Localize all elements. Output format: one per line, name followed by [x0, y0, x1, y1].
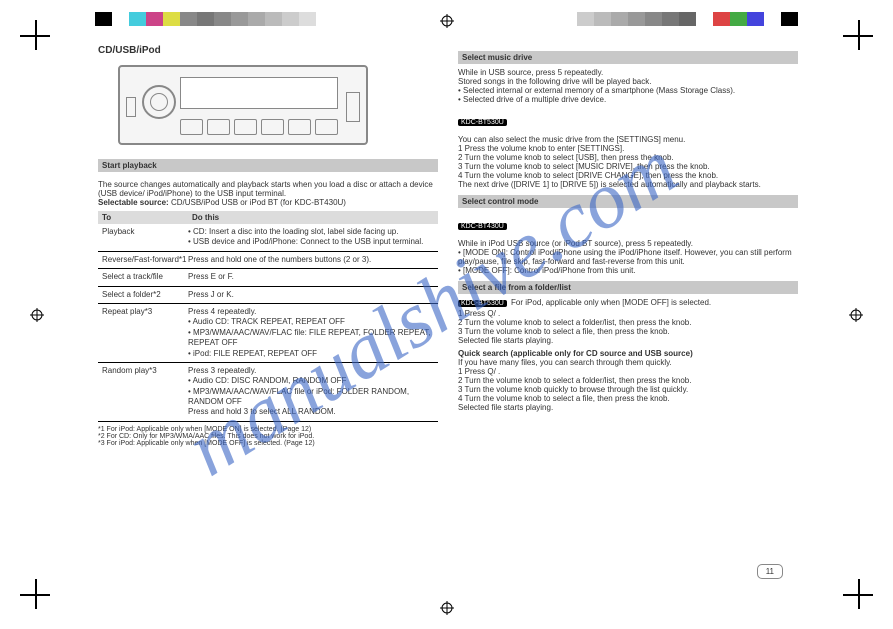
table-row: Select a folder*2Press J or K.: [98, 287, 438, 304]
select-file-header: Select a file from a folder/list: [458, 281, 798, 294]
crop-mark-tr: [843, 20, 873, 50]
table-row: Repeat play*3Press 4 repeatedly. • Audio…: [98, 304, 438, 363]
table-row: Random play*3Press 3 repeatedly. • Audio…: [98, 363, 438, 422]
left-column: CD/USB/iPod Start playback The source ch…: [98, 45, 438, 590]
model-badge: KDC-BT530U: [458, 300, 507, 307]
model-badge: KDC-BT530U: [458, 119, 507, 126]
table-row: Select a track/filePress E or F.: [98, 269, 438, 286]
source-selection-note: The source changes automatically and pla…: [98, 180, 438, 207]
right-column: Select music drive While in USB source, …: [458, 45, 798, 590]
registration-mark-right: [849, 308, 863, 322]
operations-table-header: ToDo this: [98, 211, 438, 224]
quick-search-title: Quick search (applicable only for CD sou…: [458, 349, 798, 358]
quick-search-body: If you have many files, you can search t…: [458, 358, 798, 412]
model-badge: KDC-BT430U: [458, 223, 507, 230]
registration-mark-left: [30, 308, 44, 322]
start-playback-header: Start playback: [98, 159, 438, 172]
operations-table: Playback• CD: Insert a disc into the loa…: [98, 224, 438, 422]
color-bar-right: [577, 12, 798, 26]
music-drive-body: While in USB source, press 5 repeatedly.…: [458, 68, 798, 104]
table-row: Playback• CD: Insert a disc into the loa…: [98, 224, 438, 252]
select-steps: 1 Press Q/ . 2 Turn the volume knob to s…: [458, 309, 798, 345]
crop-mark-br: [843, 579, 873, 609]
color-bar-left: [95, 12, 316, 26]
crop-mark-bl: [20, 579, 50, 609]
device-illustration: [118, 65, 368, 145]
registration-mark-top: [440, 14, 454, 28]
select-music-drive-header: Select music drive: [458, 51, 798, 64]
table-row: Reverse/Fast-forward*1Press and hold one…: [98, 252, 438, 269]
music-drive-settings: KDC-BT530U You can also select the music…: [458, 108, 798, 189]
select-control-mode-header: Select control mode: [458, 195, 798, 208]
control-mode-body: KDC-BT430U While in iPod USB source (or …: [458, 212, 798, 275]
footnotes: *1 For iPod: Applicable only when [MODE …: [98, 426, 438, 447]
crop-mark-tl: [20, 20, 50, 50]
select-note: KDC-BT530U For iPod, applicable only whe…: [458, 298, 798, 307]
registration-mark-bottom: [440, 601, 454, 615]
page-number: 11: [757, 564, 783, 579]
page-content: CD/USB/iPod Start playback The source ch…: [98, 45, 798, 590]
page-title: CD/USB/iPod: [98, 45, 438, 56]
